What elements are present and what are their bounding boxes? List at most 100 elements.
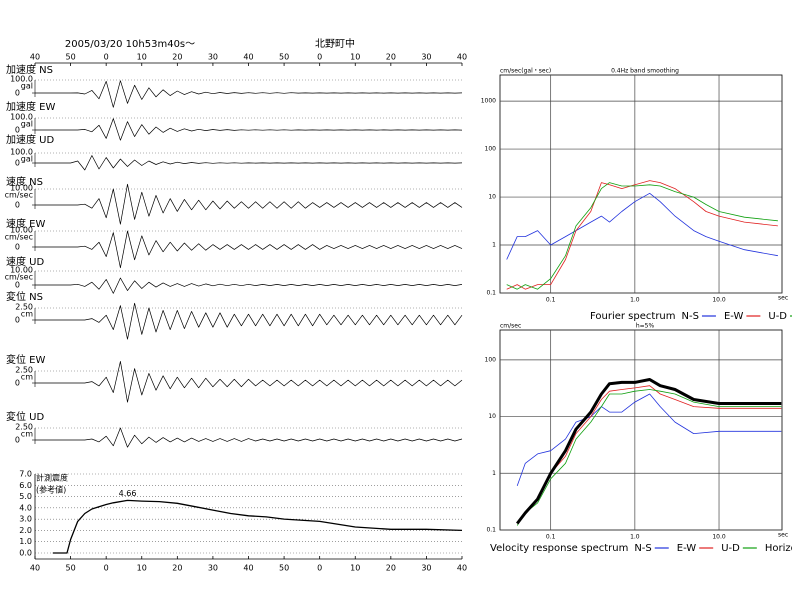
y-tick-label: 10.00 [10, 266, 33, 275]
y-tick-label: 4.0 [19, 503, 32, 512]
x-tick-label: 20 [386, 53, 396, 62]
y-tick-label: 1 [492, 470, 496, 477]
y-tick-label: 10 [488, 413, 496, 420]
y-tick-label: 100.0 [10, 75, 33, 84]
y-tick-label: 0 [15, 281, 20, 290]
x-tick-label: 10.0 [712, 297, 726, 304]
x-tick-label: 40 [457, 564, 467, 573]
spectrum-line [506, 182, 778, 290]
x-tick-label: 10 [350, 53, 360, 62]
legend-label: Horizon [765, 543, 792, 554]
unit-label: gal [21, 82, 33, 91]
y-tick-label: 2.50 [15, 303, 33, 312]
x-tick-label: 30 [208, 53, 218, 62]
legend-label: U-D [721, 543, 740, 554]
y-tick-label: 0 [15, 379, 20, 388]
subtitle: 0.4Hz band smoothing [611, 68, 679, 75]
subtitle: h=5% [636, 323, 655, 330]
y-tick-label: 0 [15, 159, 20, 168]
y-tick-label: 0 [15, 126, 20, 135]
trace-label: 速度 EW [6, 217, 45, 230]
x-tick-label: 50 [65, 564, 75, 573]
y-tick-label: 3.0 [19, 515, 32, 524]
x-tick-label: 0 [317, 53, 322, 62]
unit-label: cm [21, 373, 33, 382]
y-tick-label: 5.0 [19, 492, 32, 501]
y-tick-label: 0 [15, 243, 20, 252]
trace [35, 277, 463, 294]
x-label: sec [778, 532, 788, 539]
trace [35, 302, 463, 340]
x-tick-label: 10.0 [712, 534, 726, 541]
legend-label: N-S [634, 543, 651, 554]
x-tick-label: 40 [457, 53, 467, 62]
x-tick-label: 10 [350, 564, 360, 573]
y-tick-label: 2.50 [15, 366, 33, 375]
x-tick-label: 0.1 [546, 297, 556, 304]
y-tick-label: 10.00 [10, 184, 33, 193]
y-tick-label: 6.0 [19, 481, 32, 490]
title: 2005/03/20 10h53m40s～ [65, 39, 195, 50]
trace-label: 変位 EW [6, 353, 45, 366]
y-tick-label: 100.0 [10, 148, 33, 157]
x-tick-label: 0.1 [546, 534, 556, 541]
intensity-line [52, 499, 463, 554]
x-tick-label: 10 [137, 53, 147, 62]
y-tick-label: 2.50 [15, 423, 33, 432]
x-tick-label: 50 [279, 564, 289, 573]
x-tick-label: 10 [137, 564, 147, 573]
y-tick-label: 0.0 [19, 549, 32, 558]
trace-label: 速度 UD [6, 255, 44, 268]
y-tick-label: 1 [492, 242, 496, 249]
x-tick-label: 30 [208, 564, 218, 573]
x-tick-label: 30 [421, 53, 431, 62]
trace-label: 加速度 NS [6, 63, 53, 76]
x-tick-label: 30 [421, 564, 431, 573]
trace [35, 80, 463, 108]
spectrum-line [516, 393, 782, 487]
y-tick-label: 0 [15, 316, 20, 325]
annotation: 4.66 [119, 489, 137, 498]
x-tick-label: 20 [172, 53, 182, 62]
y-tick-label: 10 [488, 194, 496, 201]
unit-label: gal [21, 155, 33, 164]
y-tick-label: 100.0 [10, 113, 33, 122]
legend-label: N-S [682, 311, 699, 322]
spectrum-line [516, 389, 782, 526]
spectrum-line [506, 192, 778, 260]
unit-label: cm [21, 430, 33, 439]
subtitle: 北野町中 [315, 37, 355, 50]
y-tick-label: 0.1 [486, 290, 496, 297]
x-tick-label: 20 [172, 564, 182, 573]
x-tick-label: 0 [104, 53, 109, 62]
y-tick-label: 100 [485, 356, 497, 363]
x-tick-label: 0 [104, 564, 109, 573]
legend-title: Velocity response spectrum [490, 543, 628, 554]
unit-label: cm/sec [5, 191, 33, 200]
y-tick-label: 10.00 [10, 226, 33, 235]
y-tick-label: 7.0 [19, 470, 32, 479]
x-tick-label: 40 [243, 53, 253, 62]
y-label: cm/sec [500, 323, 521, 330]
trace [35, 183, 463, 225]
y-tick-label: 1000 [481, 98, 496, 105]
plot-frame [499, 74, 783, 294]
unit-label: cm/sec [5, 273, 33, 282]
x-tick-label: 40 [243, 564, 253, 573]
x-tick-label: 40 [30, 53, 40, 62]
x-tick-label: 50 [65, 53, 75, 62]
trace-label: 速度 NS [6, 175, 43, 188]
trace-label: 変位 UD [6, 410, 44, 423]
x-tick-label: 1.0 [630, 297, 640, 304]
x-tick-label: 20 [386, 564, 396, 573]
legend-label: U-D [768, 311, 787, 322]
y-label: cm/sec(gal・sec) [500, 68, 551, 75]
unit-label: cm/sec [5, 233, 33, 242]
y-tick-label: 2.0 [19, 526, 32, 535]
trace [35, 230, 463, 269]
x-tick-label: 40 [30, 564, 40, 573]
trace-label: 加速度 EW [6, 100, 55, 113]
trace [35, 361, 463, 403]
x-tick-label: 1.0 [630, 534, 640, 541]
